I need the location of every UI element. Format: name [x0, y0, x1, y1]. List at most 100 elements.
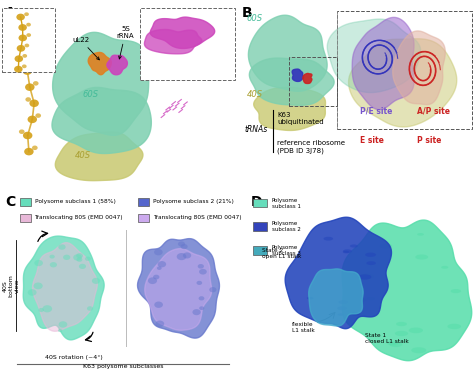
Circle shape: [23, 67, 32, 75]
Polygon shape: [254, 87, 326, 130]
Ellipse shape: [441, 266, 448, 269]
Text: A: A: [5, 6, 16, 20]
Polygon shape: [292, 69, 303, 81]
Circle shape: [16, 14, 25, 20]
Circle shape: [18, 24, 27, 31]
Ellipse shape: [34, 282, 43, 289]
Ellipse shape: [58, 244, 66, 250]
Ellipse shape: [50, 262, 57, 268]
Ellipse shape: [34, 260, 43, 266]
Ellipse shape: [177, 253, 186, 260]
Ellipse shape: [379, 243, 392, 249]
Text: flexible
L1 stalk: flexible L1 stalk: [292, 323, 315, 333]
Ellipse shape: [155, 321, 164, 327]
Polygon shape: [52, 88, 151, 153]
Polygon shape: [285, 217, 392, 329]
Ellipse shape: [396, 322, 407, 326]
Ellipse shape: [79, 264, 86, 269]
Circle shape: [18, 65, 24, 70]
Bar: [20, 198, 31, 206]
Bar: [2, 8, 55, 72]
Circle shape: [27, 116, 37, 123]
Text: State 1
closed L1 stalk: State 1 closed L1 stalk: [365, 333, 409, 344]
Text: 40S rotation (~4°): 40S rotation (~4°): [45, 355, 103, 360]
Ellipse shape: [58, 329, 62, 332]
Circle shape: [26, 97, 31, 102]
Text: uL22: uL22: [72, 37, 100, 60]
Text: K63 polysome subclasses: K63 polysome subclasses: [83, 364, 164, 369]
Circle shape: [34, 17, 39, 21]
Text: 40S: 40S: [75, 151, 91, 160]
Circle shape: [25, 44, 29, 47]
Ellipse shape: [343, 249, 352, 253]
Ellipse shape: [76, 253, 83, 258]
Ellipse shape: [343, 251, 349, 254]
Ellipse shape: [49, 255, 55, 258]
Ellipse shape: [192, 309, 201, 315]
Ellipse shape: [73, 254, 82, 261]
Ellipse shape: [199, 269, 207, 274]
Text: Polysome subclass 1 (58%): Polysome subclass 1 (58%): [35, 199, 115, 204]
Ellipse shape: [199, 296, 204, 301]
Text: 60S: 60S: [82, 90, 98, 99]
Circle shape: [26, 19, 36, 27]
Text: 40S: 40S: [246, 90, 263, 99]
Text: Polysome
subclass 2: Polysome subclass 2: [272, 221, 301, 232]
Text: D: D: [251, 195, 263, 209]
Circle shape: [26, 23, 31, 27]
Ellipse shape: [395, 331, 408, 336]
Circle shape: [19, 130, 25, 134]
Circle shape: [27, 51, 36, 59]
Polygon shape: [23, 236, 104, 340]
Text: 60S: 60S: [246, 14, 263, 23]
Bar: [253, 246, 267, 255]
Ellipse shape: [209, 287, 217, 292]
Ellipse shape: [153, 275, 159, 279]
Ellipse shape: [358, 274, 372, 280]
Polygon shape: [327, 19, 420, 92]
Bar: [140, 8, 235, 80]
Ellipse shape: [198, 264, 204, 269]
Polygon shape: [303, 74, 312, 83]
Ellipse shape: [307, 297, 314, 299]
Text: reference ribosome
(PDB ID 3J78): reference ribosome (PDB ID 3J78): [277, 140, 345, 154]
Circle shape: [29, 35, 39, 43]
Text: State 2
open L1 stalk: State 2 open L1 stalk: [263, 248, 302, 258]
Polygon shape: [53, 32, 149, 135]
Ellipse shape: [337, 313, 344, 316]
Ellipse shape: [350, 244, 358, 247]
Bar: [253, 199, 267, 207]
Text: Polysome
subclass 1: Polysome subclass 1: [272, 198, 301, 208]
Ellipse shape: [197, 281, 202, 285]
Polygon shape: [348, 39, 457, 127]
Ellipse shape: [63, 255, 70, 260]
Circle shape: [35, 49, 40, 53]
Ellipse shape: [351, 312, 360, 316]
Ellipse shape: [409, 327, 423, 333]
Ellipse shape: [338, 300, 348, 304]
Text: Translocating 80S (EMD 0047): Translocating 80S (EMD 0047): [153, 215, 241, 220]
Text: A/P site: A/P site: [417, 106, 450, 115]
Text: tRNAs: tRNAs: [244, 125, 267, 134]
Ellipse shape: [157, 266, 162, 270]
Circle shape: [23, 132, 32, 139]
Polygon shape: [107, 55, 128, 75]
Text: Polysome subclass 2 (21%): Polysome subclass 2 (21%): [153, 199, 234, 204]
Bar: [138, 198, 149, 206]
Ellipse shape: [356, 298, 366, 302]
Bar: [138, 214, 149, 222]
Polygon shape: [352, 17, 414, 110]
Circle shape: [14, 66, 23, 73]
Ellipse shape: [42, 305, 52, 312]
Circle shape: [26, 33, 31, 38]
Text: K63
ubiquitinated: K63 ubiquitinated: [277, 112, 324, 125]
Ellipse shape: [27, 289, 36, 296]
Ellipse shape: [59, 321, 67, 327]
Bar: [337, 11, 472, 129]
Polygon shape: [33, 243, 97, 331]
Polygon shape: [150, 17, 215, 49]
Bar: [253, 222, 267, 231]
Polygon shape: [249, 58, 334, 105]
Text: E site: E site: [360, 136, 384, 146]
Circle shape: [15, 55, 23, 62]
